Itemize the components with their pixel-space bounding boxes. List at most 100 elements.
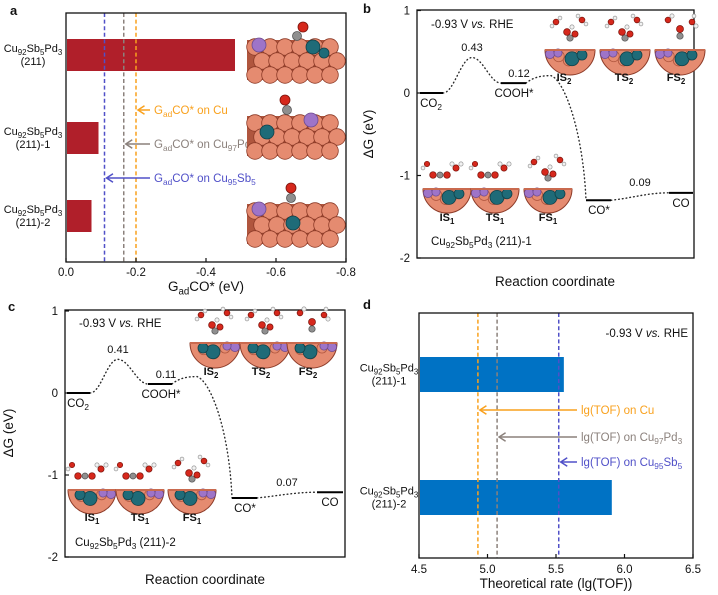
atom	[556, 156, 564, 164]
atom	[449, 161, 455, 167]
adsorbate-molecules	[244, 306, 284, 335]
atom	[197, 454, 203, 460]
atom	[612, 15, 618, 21]
atom	[549, 170, 557, 178]
inset-label: FS1	[183, 512, 202, 526]
value-label: 0.12	[508, 68, 529, 80]
atom	[491, 171, 499, 179]
atom	[202, 308, 208, 314]
adsorbate-molecules	[171, 454, 211, 483]
inset-label: IS1	[85, 512, 100, 526]
category-label: (211)	[21, 56, 46, 68]
condition-label: -0.93 V vs. RHE	[79, 318, 162, 330]
x-tick-label: -0.8	[336, 267, 356, 279]
atom	[205, 462, 211, 468]
bar	[67, 200, 92, 232]
panel-c-chart: 1 0 -1 -2 IS1 TS1 FS1 IS2 TS2 FS2 CO2 0.41 0.11 COOH*…	[1, 306, 346, 587]
adsorbate-molecules	[527, 153, 567, 182]
atom	[151, 462, 157, 468]
state-label: CO*	[588, 205, 610, 217]
atom	[247, 311, 255, 319]
atom	[553, 153, 559, 159]
atom	[301, 306, 307, 312]
system-label: Cu92Sb5Pd3 (211)-1	[431, 236, 532, 250]
annotation-arrow	[136, 105, 150, 115]
bar	[420, 357, 564, 392]
atom	[223, 309, 231, 317]
x-tick-label: 5.5	[548, 564, 564, 576]
inset-label: TS2	[252, 366, 271, 380]
value-label: 0.07	[276, 477, 297, 489]
condition-label: -0.93 V vs. RHE	[431, 19, 514, 31]
atom	[320, 311, 328, 319]
category-label: Cu92Sb5Pd3	[4, 126, 63, 140]
annotation-label: GadCO* on Cu95Sb5	[154, 173, 256, 187]
inset-label: IS1	[440, 212, 455, 226]
inset-structure	[167, 488, 217, 515]
atom	[693, 23, 699, 29]
atom	[549, 23, 555, 29]
atom	[68, 461, 76, 469]
annotation-arrow	[124, 139, 150, 149]
atom	[624, 24, 630, 30]
atom	[113, 466, 119, 472]
atom	[484, 171, 492, 179]
atom	[429, 171, 437, 179]
atom	[618, 28, 626, 36]
atom	[530, 158, 538, 166]
adsorbate-molecules	[113, 461, 157, 480]
x-tick-label: -0.6	[266, 267, 286, 279]
adsorbate-molecules	[194, 306, 234, 335]
panel-a-chart: 0.0 -0.2 -0.4 -0.6 -0.8 GadCO* (eV) Cu92Sb5Pd3…	[4, 12, 356, 295]
state-label: CO	[672, 198, 689, 210]
x-axis-label: GadCO* (eV)	[168, 279, 244, 295]
y-axis-label: ΔG (eV)	[361, 110, 376, 159]
panel-b-chart: 1 0 -1 -2 IS1 TS1 FS1 IS2 TS2 FS2 CO2 0.43 0.12 COOH*…	[361, 6, 706, 289]
x-axis-label: Theoretical rate (lg(TOF))	[480, 576, 633, 591]
inset-label: FS2	[667, 72, 686, 86]
atom	[547, 164, 553, 170]
energy-path	[610, 192, 670, 201]
inset-label: TS1	[486, 212, 505, 226]
atom	[477, 171, 485, 179]
energy-path	[171, 375, 233, 499]
atom	[664, 16, 672, 24]
x-tick-label: -0.2	[126, 267, 146, 279]
atom	[179, 456, 185, 462]
inset-structure	[544, 48, 596, 76]
atom	[200, 457, 208, 465]
x-axis-label: Reaction coordinate	[145, 572, 265, 587]
energy-path	[256, 491, 318, 499]
adsorbate-molecules	[664, 13, 699, 40]
atom	[527, 163, 533, 169]
inset-label: TS2	[615, 72, 634, 86]
system-label: Cu92Sb5Pd3 (211)-2	[75, 537, 176, 551]
atom	[145, 465, 153, 473]
atom	[228, 314, 234, 320]
category-label: Cu92Sb5Pd3	[4, 204, 63, 218]
atom	[278, 314, 284, 320]
atom	[468, 165, 474, 171]
atom	[458, 161, 464, 167]
atom	[208, 321, 216, 329]
atom	[142, 462, 148, 468]
atom	[452, 164, 460, 172]
atom	[308, 318, 316, 326]
inset-structure	[599, 48, 651, 76]
state-label: CO	[321, 497, 338, 509]
atom	[273, 309, 281, 317]
atom	[420, 165, 426, 171]
atom	[129, 472, 137, 480]
atom	[621, 34, 629, 42]
adsorbate-molecules	[296, 306, 331, 333]
plot-frame	[416, 9, 695, 259]
atom	[626, 30, 634, 38]
panel-c-letter: c	[8, 299, 16, 314]
atom	[497, 161, 503, 167]
x-axis-label: Reaction coordinate	[495, 274, 615, 289]
inset-structure	[189, 341, 241, 369]
inset-structure	[115, 488, 165, 515]
state-label: CO*	[234, 503, 256, 515]
atom	[691, 13, 697, 19]
